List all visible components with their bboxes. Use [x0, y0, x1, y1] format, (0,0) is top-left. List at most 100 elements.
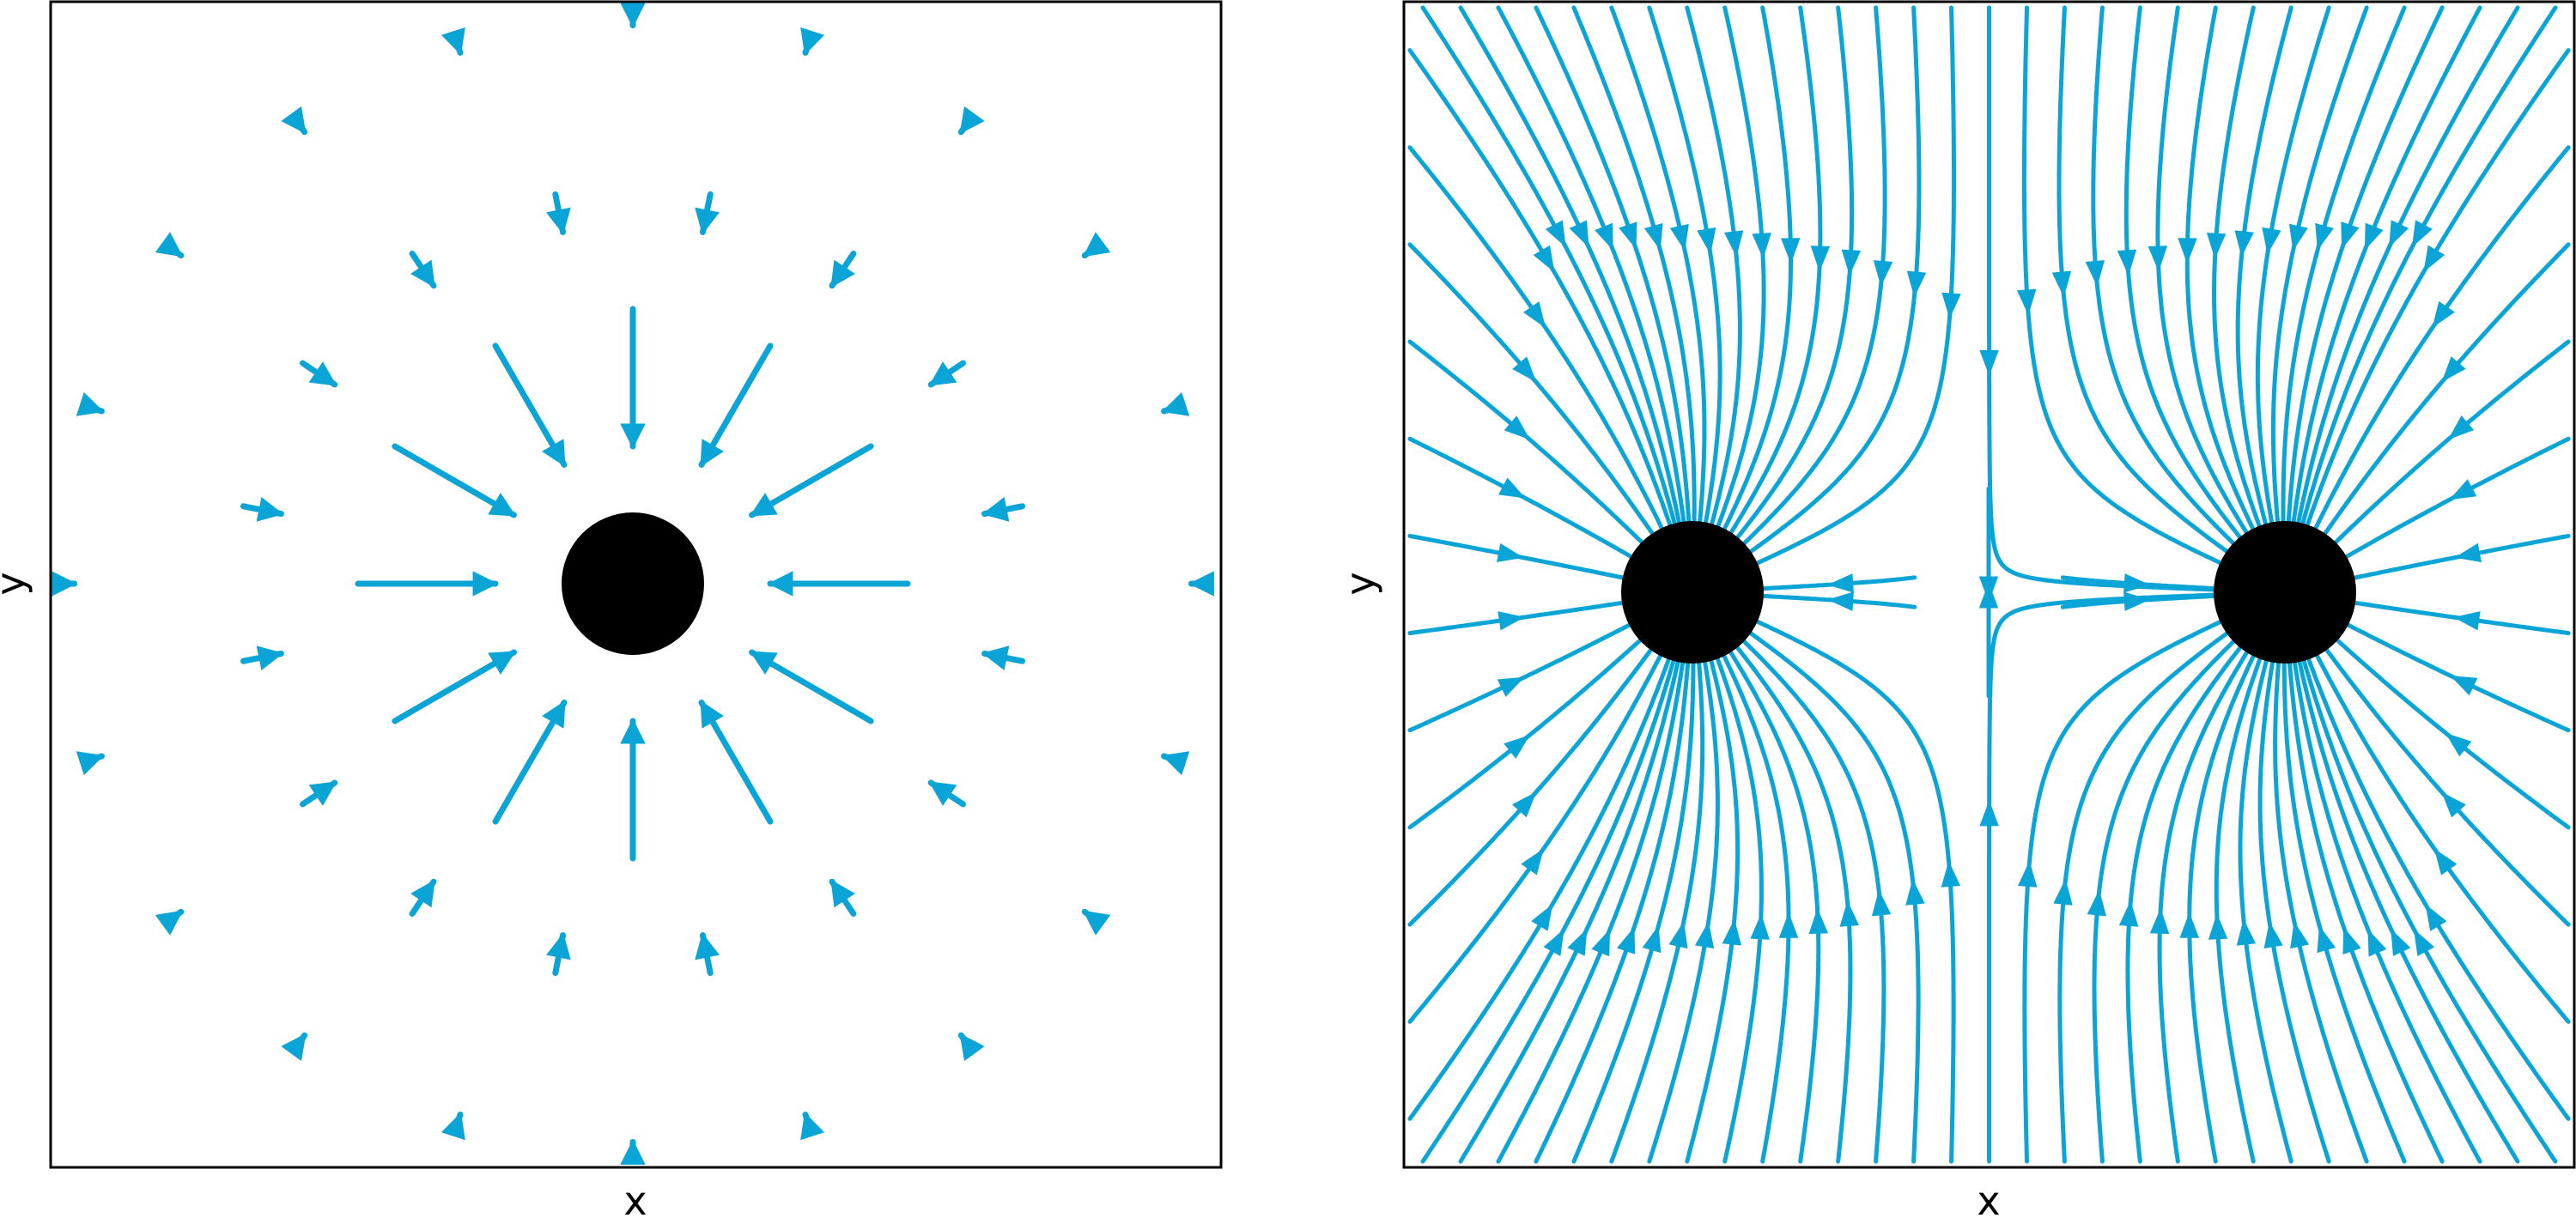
field-line — [1719, 645, 1789, 1161]
field-arrow — [412, 254, 434, 286]
field-line-arrow — [1750, 913, 1769, 939]
field-line — [2318, 639, 2568, 924]
field-arrow — [1084, 912, 1097, 921]
field-line-arrow — [1752, 233, 1771, 259]
field-arrow — [495, 346, 564, 465]
field-line-arrow — [2117, 250, 2136, 276]
field-line — [2190, 645, 2259, 1162]
field-arrow — [303, 363, 335, 385]
field-line-arrow — [1724, 230, 1743, 257]
field-line-arrow — [1979, 577, 1999, 603]
field-line-arrow — [2317, 925, 2336, 953]
field-line — [2187, 8, 2258, 541]
field-arrow — [961, 118, 970, 131]
y-axis-label: y — [0, 572, 33, 595]
field-arrow — [832, 882, 854, 913]
field-line-arrow — [1498, 677, 1525, 697]
field-line-arrow — [2341, 221, 2359, 249]
field-line-arrow — [2264, 922, 2283, 948]
field-line — [2335, 618, 2568, 730]
field-arrow — [985, 653, 1023, 661]
field-line — [1719, 8, 1791, 541]
field-line-arrow — [2450, 676, 2477, 695]
field-line-arrow — [1695, 922, 1714, 948]
field-line-arrow — [2449, 479, 2476, 500]
field-line-arrow — [2150, 908, 2169, 934]
field-arrow — [412, 882, 434, 913]
field-line-arrow — [1595, 223, 1613, 251]
field-line-arrow — [2237, 919, 2256, 946]
field-line — [1410, 639, 1660, 925]
field-line-arrow — [1827, 573, 1854, 592]
field-line-arrow — [1979, 800, 1998, 826]
field-arrow — [752, 446, 872, 515]
field-line-arrow — [1979, 350, 1999, 376]
field-line-arrow — [2123, 591, 2150, 610]
field-arrow — [395, 652, 514, 721]
vector-field-panel: x y — [0, 2, 1221, 1218]
x-axis-label: x — [1977, 1178, 2000, 1218]
field-line-arrow — [1544, 929, 1564, 956]
field-arrow — [805, 37, 811, 52]
field-arrow — [455, 1115, 460, 1130]
field-line-arrow — [1534, 245, 1555, 273]
field-line-arrow — [2389, 220, 2409, 247]
field-arrow — [832, 254, 854, 286]
field-line — [1410, 245, 1660, 544]
field-line — [2292, 8, 2480, 536]
point-charge — [2214, 521, 2356, 664]
field-arrow — [455, 37, 460, 52]
field-arrow — [752, 652, 872, 721]
field-line — [1612, 648, 1703, 1161]
field-arrow — [243, 506, 281, 514]
field-line-arrow — [1905, 879, 1924, 906]
field-line-arrow — [2178, 238, 2196, 264]
field-arrow — [86, 406, 101, 411]
field-line-arrow — [1781, 238, 1800, 264]
field-line-arrow — [1941, 293, 1960, 319]
field-arrow — [931, 363, 963, 385]
field-arrow — [303, 783, 335, 804]
field-line-arrow — [1809, 908, 1828, 934]
field-line-arrow — [2414, 929, 2434, 956]
field-arrow — [702, 936, 710, 973]
field-line-arrow — [1521, 848, 1544, 875]
field-line — [1410, 51, 1675, 539]
field-line-arrow — [2454, 543, 2482, 562]
field-line-arrow — [1546, 220, 1566, 247]
field-arrow — [556, 194, 563, 232]
field-line-arrow — [1722, 919, 1741, 946]
point-charges — [562, 512, 704, 655]
field-line-arrow — [1779, 912, 1799, 938]
y-axis-label: y — [1337, 572, 1383, 595]
field-line-arrow — [1570, 221, 1589, 248]
field-line-arrow — [2433, 301, 2455, 328]
field-arrow — [243, 653, 281, 661]
field-line-arrow — [1531, 904, 1552, 931]
field-line — [2288, 651, 2442, 1162]
field-lines — [1410, 8, 2568, 1161]
field-line-arrow — [1567, 929, 1587, 956]
field-line-arrow — [2148, 245, 2167, 271]
field-line-arrow — [2017, 289, 2036, 316]
field-line — [1410, 620, 1641, 730]
field-line-arrow — [2053, 879, 2072, 906]
field-line-arrow — [2368, 929, 2387, 956]
field-line-arrow — [2391, 929, 2410, 956]
field-line — [2333, 439, 2568, 564]
field-line-arrow — [1643, 925, 1662, 953]
field-line-arrow — [2207, 233, 2226, 259]
field-line-arrow — [1498, 478, 1526, 499]
field-arrow — [702, 703, 770, 822]
field-line-arrow — [2342, 927, 2360, 954]
field-line-arrow — [2180, 912, 2200, 938]
field-line — [2342, 536, 2568, 580]
field-arrow — [1164, 406, 1180, 411]
field-arrow — [295, 1035, 304, 1048]
field-line — [1740, 8, 1919, 560]
field-arrow — [395, 446, 514, 515]
field-arrow — [702, 346, 770, 465]
field-line-arrow — [1497, 543, 1524, 562]
field-arrow — [167, 245, 180, 255]
